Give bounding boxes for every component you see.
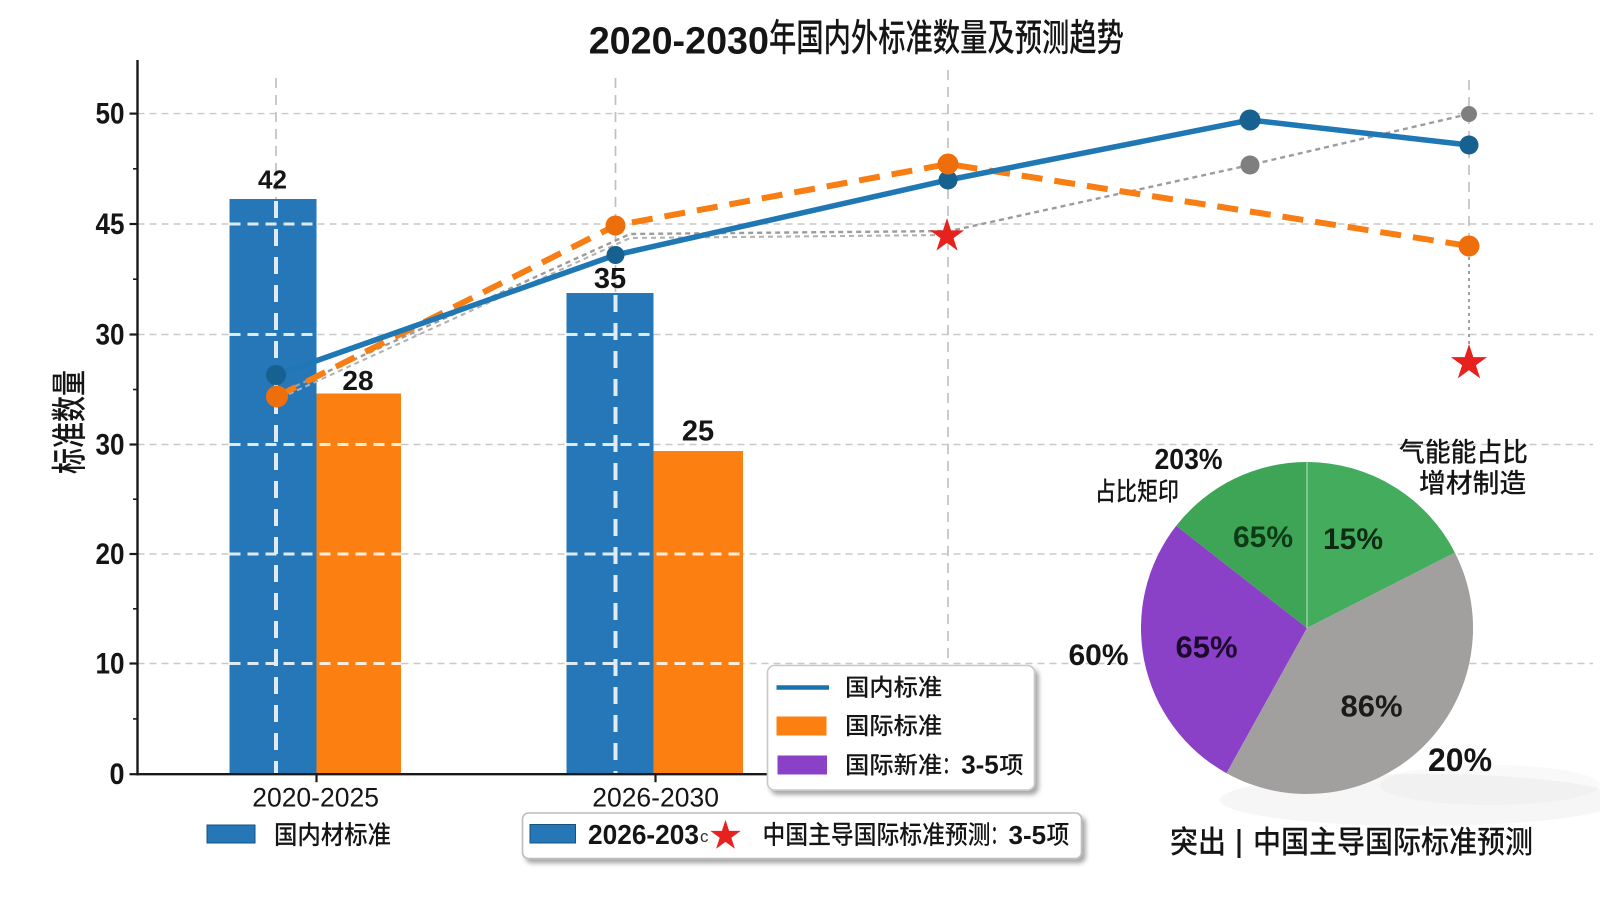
- svg-text:15%: 15%: [1323, 523, 1383, 556]
- svg-text:2026-203: 2026-203: [588, 819, 699, 850]
- svg-text:30: 30: [96, 319, 125, 352]
- svg-text:3-5: 3-5: [1009, 820, 1047, 850]
- svg-text:25: 25: [682, 416, 714, 448]
- svg-text:3-5: 3-5: [961, 750, 999, 780]
- svg-text:2026-2030: 2026-2030: [592, 783, 719, 813]
- svg-text:2020-2030: 2020-2030: [589, 21, 769, 63]
- svg-text:50: 50: [96, 98, 125, 131]
- svg-text:28: 28: [342, 365, 373, 396]
- svg-text:203%: 203%: [1155, 444, 1223, 476]
- svg-text:86%: 86%: [1340, 689, 1402, 724]
- svg-text:65%: 65%: [1233, 521, 1293, 554]
- svg-text:0: 0: [110, 758, 125, 791]
- svg-text:20: 20: [96, 538, 125, 571]
- svg-text:10: 10: [96, 648, 125, 681]
- svg-text:45: 45: [96, 208, 125, 241]
- svg-text:2020-2025: 2020-2025: [252, 783, 379, 813]
- svg-text:c: c: [700, 827, 709, 846]
- svg-text:30: 30: [96, 429, 125, 462]
- svg-text:65%: 65%: [1175, 630, 1237, 665]
- svg-text:42: 42: [258, 165, 287, 195]
- svg-text:35: 35: [594, 263, 626, 295]
- svg-text:60%: 60%: [1068, 639, 1128, 672]
- svg-text:20%: 20%: [1428, 742, 1492, 778]
